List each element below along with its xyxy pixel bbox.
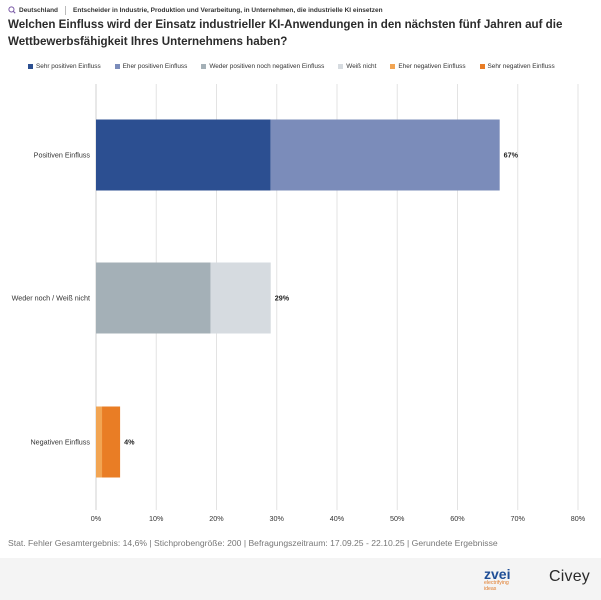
x-tick-label: 80% xyxy=(571,514,586,523)
legend-item: Sehr negativen Einfluss xyxy=(479,61,555,71)
x-tick-label: 70% xyxy=(511,514,526,523)
bar-segment xyxy=(102,406,121,478)
bar-total-label: 29% xyxy=(275,294,290,303)
x-tick-label: 0% xyxy=(91,514,102,523)
chart-area: 0% 10% 20% 30% 40% 50% 60% 70% 80% Positiven Einf… xyxy=(12,84,586,523)
category-label: Weder noch / Weiß nicht xyxy=(12,294,90,303)
header-divider xyxy=(65,5,67,15)
map-pin-icon xyxy=(8,6,16,14)
legend-item: Weiß nicht xyxy=(338,61,376,71)
legend-label: Weiß nicht xyxy=(346,62,377,70)
legend-swatch xyxy=(28,63,33,69)
legend-swatch xyxy=(201,63,207,69)
chart-title: Welchen Einfluss wird der Einsatz indust… xyxy=(8,18,563,48)
legend-item: Sehr positiven Einfluss xyxy=(28,61,101,71)
survey-header: Deutschland Entscheider in Industrie, Pr… xyxy=(8,4,593,16)
x-tick-label: 60% xyxy=(450,514,465,523)
legend-label: Eher negativen Einfluss xyxy=(398,62,466,70)
legend-label: Sehr negativen Einfluss xyxy=(487,62,555,70)
bar-segment xyxy=(210,262,271,334)
category-label: Positiven Einfluss xyxy=(34,151,91,160)
category-label: Negativen Einfluss xyxy=(30,438,90,447)
chart-legend: Sehr positiven Einfluss Eher positiven Ei… xyxy=(28,61,588,71)
country-label: Deutschland xyxy=(19,6,59,14)
legend-item: Eher negativen Einfluss xyxy=(390,61,466,71)
legend-item: Eher positiven Einfluss xyxy=(114,61,188,71)
zvei-logo: zvei electrifying ideas xyxy=(484,567,540,597)
bar-segment xyxy=(96,119,271,191)
footer-note: Stat. Fehler Gesamtergebnis: 14,6% | Sti… xyxy=(8,538,498,548)
bar-segment xyxy=(96,262,211,334)
target-group-label: Entscheider in Industrie, Produktion und… xyxy=(73,6,383,14)
legend-label: Weder positiven noch negativen Einfluss xyxy=(209,62,325,70)
x-tick-label: 20% xyxy=(209,514,224,523)
legend-swatch xyxy=(479,63,485,69)
branding-bar xyxy=(0,558,601,600)
x-tick-label: 50% xyxy=(390,514,405,523)
legend-item: Weder positiven noch negativen Einfluss xyxy=(201,61,324,71)
bar-total-label: 67% xyxy=(504,151,519,160)
zvei-wordmark: zvei xyxy=(484,566,511,582)
x-tick-label: 30% xyxy=(270,514,285,523)
x-tick-label: 40% xyxy=(330,514,345,523)
bar-total-label: 4% xyxy=(124,438,135,447)
legend-swatch xyxy=(390,63,396,69)
legend-label: Sehr positiven Einfluss xyxy=(36,62,101,70)
legend-label: Eher positiven Einfluss xyxy=(122,62,188,70)
legend-swatch xyxy=(114,63,120,69)
bar-segment xyxy=(96,406,103,478)
zvei-tagline-2: ideas xyxy=(484,585,497,592)
x-tick-label: 10% xyxy=(149,514,164,523)
bar-segment xyxy=(270,119,500,191)
legend-swatch xyxy=(338,63,344,69)
civey-logo: Civey xyxy=(549,568,591,585)
zvei-tagline-1: electrifying xyxy=(484,580,509,586)
